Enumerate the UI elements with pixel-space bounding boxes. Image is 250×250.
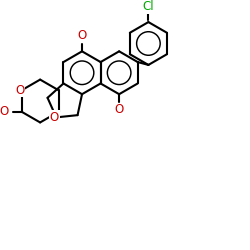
Text: O: O bbox=[114, 103, 124, 116]
Text: Cl: Cl bbox=[142, 0, 154, 13]
Text: O: O bbox=[15, 84, 24, 97]
Text: O: O bbox=[0, 105, 9, 118]
Text: O: O bbox=[78, 29, 87, 42]
Text: O: O bbox=[50, 111, 59, 124]
